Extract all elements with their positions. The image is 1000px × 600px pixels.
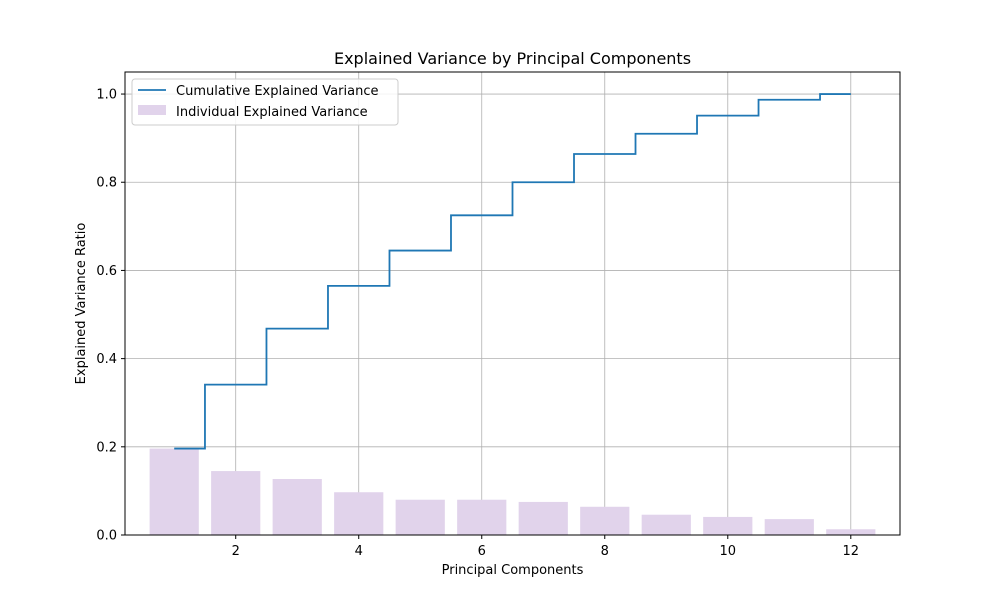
y-tick-label-0: 0.0 <box>96 529 117 544</box>
line-layer <box>174 93 851 450</box>
x-tick-label-1: 4 <box>355 544 363 559</box>
x-tick-label-3: 8 <box>601 544 609 559</box>
bar-component-9 <box>641 514 691 535</box>
bar-component-2 <box>211 471 261 535</box>
legend-box <box>131 78 399 126</box>
bar-component-3 <box>272 478 322 535</box>
legend-label-cumulative: Cumulative Explained Variance <box>176 84 378 99</box>
x-tick-label-4: 10 <box>720 544 737 559</box>
x-tick-label-0: 2 <box>232 544 240 559</box>
x-tick-label-2: 6 <box>478 544 486 559</box>
legend-bar-swatch <box>138 105 166 115</box>
bar-component-5 <box>395 499 445 535</box>
bar-component-7 <box>518 501 568 535</box>
y-tick-label-4: 0.8 <box>96 176 117 191</box>
bar-component-4 <box>334 492 384 535</box>
y-tick-label-5: 1.0 <box>96 88 117 103</box>
bar-component-11 <box>764 519 814 535</box>
x-tick-label-5: 12 <box>843 544 860 559</box>
plot-frame <box>124 71 901 536</box>
bar-component-8 <box>580 506 630 535</box>
bars-layer <box>149 448 876 535</box>
y-tick-label-1: 0.2 <box>96 440 117 455</box>
grid-layer <box>125 72 900 536</box>
bar-component-10 <box>703 516 753 535</box>
bar-component-6 <box>457 499 507 535</box>
y-tick-label-3: 0.6 <box>96 264 117 279</box>
cumulative-variance-line <box>174 93 851 450</box>
legend-label-individual: Individual Explained Variance <box>176 105 368 120</box>
legend: Cumulative Explained Variance Individual… <box>131 78 399 126</box>
y-axis-label: Explained Variance Ratio <box>74 223 89 385</box>
bar-component-12 <box>826 529 876 535</box>
y-tick-label-2: 0.4 <box>96 352 117 367</box>
ticks-layer: 2 4 6 8 10 12 0.0 0.2 0.4 0.6 0.8 1.0 <box>96 88 859 559</box>
x-axis-label: Principal Components <box>442 563 584 578</box>
bar-component-1 <box>149 448 199 535</box>
chart-title: Explained Variance by Principal Componen… <box>334 49 691 68</box>
